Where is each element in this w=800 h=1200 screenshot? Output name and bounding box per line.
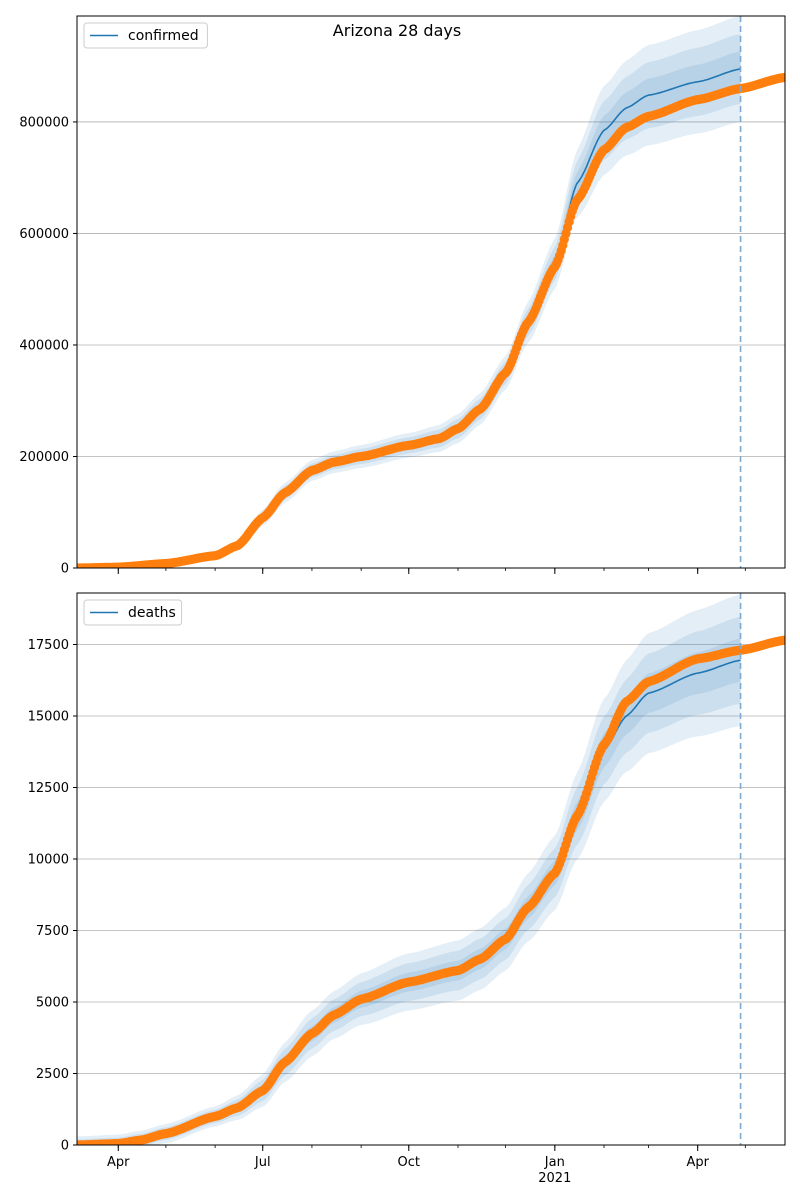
grid-lines [77, 121, 785, 569]
y-tick-label: 2500 [36, 1067, 69, 1082]
y-tick-label: 5000 [36, 995, 69, 1010]
x-tick-label: Apr [686, 1155, 709, 1170]
legend-label: deaths [128, 605, 176, 621]
uncertainty-band-3 [77, 638, 741, 1145]
x-tick-label: Apr [107, 1155, 130, 1170]
x-tick-label: Jul [254, 1155, 271, 1170]
y-tick-label: 15000 [28, 709, 69, 724]
y-tick-label: 800000 [19, 115, 69, 130]
chart-title: Arizona 28 days [333, 21, 461, 40]
y-tick-label: 600000 [19, 227, 69, 242]
plot-area [77, 594, 785, 1145]
plot-area [77, 16, 785, 568]
observed-point [780, 72, 785, 82]
uncertainty-band-3 [77, 51, 741, 568]
legend-box [83, 22, 208, 49]
y-tick-label: 400000 [19, 338, 69, 353]
x-tick-label: Oct [398, 1155, 420, 1170]
y-tick-label: 0 [61, 562, 69, 577]
y-tick-label: 200000 [19, 450, 69, 465]
observed-point [780, 635, 785, 645]
uncertainty-band-1 [77, 594, 741, 1145]
axes-frame [76, 15, 786, 569]
y-tick-label: 7500 [36, 924, 69, 939]
legend-label: confirmed [128, 28, 199, 44]
y-tick-label: 12500 [28, 781, 69, 796]
deaths-panel: 0 2500 5000 7500 10000 12500 15000 17500 Apr Jul O… [28, 592, 786, 1186]
legend: deaths [83, 599, 183, 626]
observed-points [77, 72, 785, 568]
x-tick-label: Jan [544, 1155, 565, 1170]
legend-box [83, 599, 183, 626]
legend: confirmed [83, 22, 208, 49]
observed-points [77, 635, 785, 1145]
y-tick-label: 0 [61, 1139, 69, 1154]
y-tick-label: 17500 [28, 638, 69, 653]
uncertainty-band-1 [77, 16, 741, 568]
axes-frame [76, 592, 786, 1146]
x-tick-sublabel: 2021 [538, 1171, 571, 1186]
confirmed-panel: 0 200000 400000 600000 800000 confirmed [19, 15, 786, 577]
y-tick-label: 10000 [28, 852, 69, 867]
